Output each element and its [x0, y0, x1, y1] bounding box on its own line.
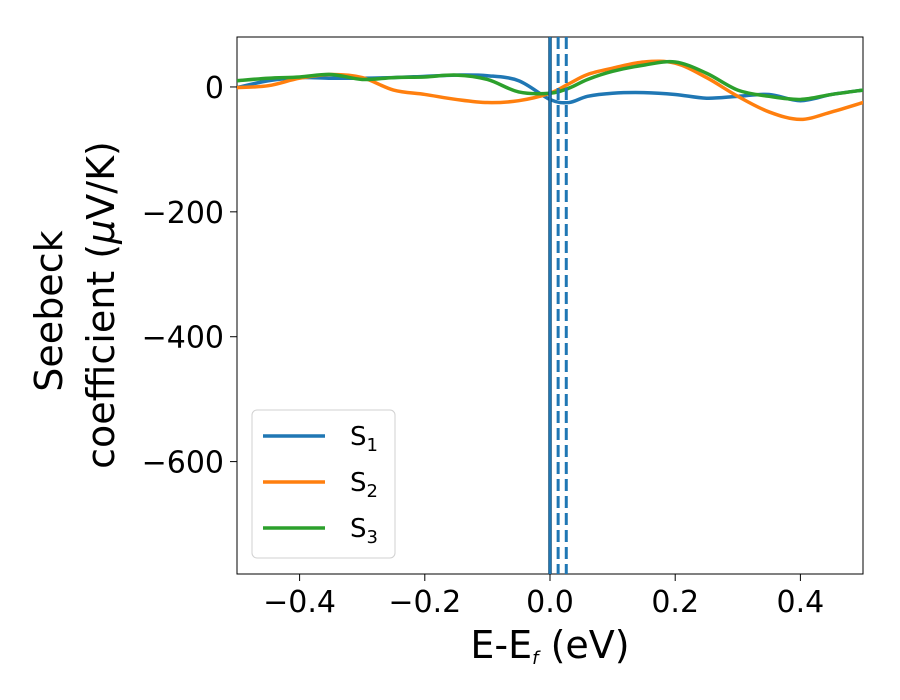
y-tick-label: −200	[142, 196, 224, 231]
legend-label-s1: S1	[350, 422, 378, 456]
x-tick-label: 0.0	[526, 585, 574, 620]
legend-label-s2: S2	[350, 468, 378, 502]
vertical-lines	[548, 37, 568, 574]
legend-label-s3: S3	[350, 514, 378, 548]
y-axis-title: Seebeck coefficient (μV/K)	[27, 141, 123, 469]
series-line-s3	[237, 59, 863, 102]
x-tick-label: 0.4	[777, 585, 825, 620]
x-tick-label: −0.2	[388, 585, 461, 620]
series-line-s2	[237, 59, 863, 122]
x-tick-label: 0.2	[651, 585, 699, 620]
y-tick-label: −400	[142, 321, 224, 356]
y-ticks: 0 −200 −400 −600	[142, 71, 237, 481]
legend-box	[251, 409, 396, 559]
y-tick-label: −600	[142, 446, 224, 481]
x-ticks: −0.4 −0.2 0.0 0.2 0.4	[263, 574, 824, 620]
y-tick-label: 0	[205, 71, 224, 106]
series-layer	[237, 59, 863, 122]
x-axis-title: E-Ef (eV)	[470, 623, 629, 669]
legend: S1 S2 S3	[251, 409, 396, 559]
x-tick-label: −0.4	[263, 585, 336, 620]
